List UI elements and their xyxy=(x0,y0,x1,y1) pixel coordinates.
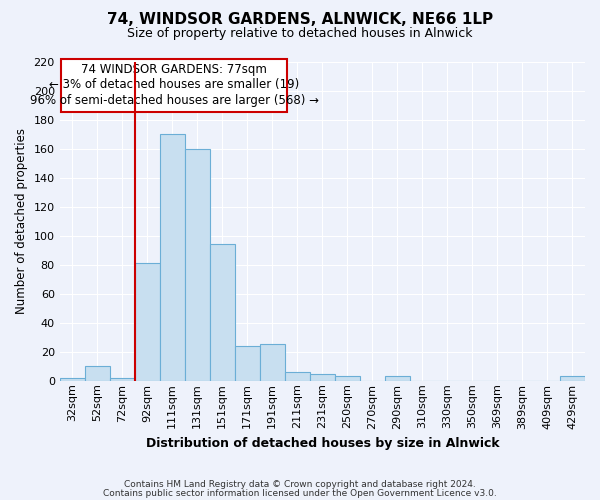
Text: Size of property relative to detached houses in Alnwick: Size of property relative to detached ho… xyxy=(127,28,473,40)
Text: 74, WINDSOR GARDENS, ALNWICK, NE66 1LP: 74, WINDSOR GARDENS, ALNWICK, NE66 1LP xyxy=(107,12,493,28)
Bar xyxy=(210,244,235,381)
Bar xyxy=(185,148,210,381)
Bar xyxy=(85,366,110,381)
Bar xyxy=(310,374,335,381)
Bar xyxy=(235,346,260,381)
Text: Contains public sector information licensed under the Open Government Licence v3: Contains public sector information licen… xyxy=(103,489,497,498)
Bar xyxy=(59,378,85,381)
Bar xyxy=(560,376,585,381)
Y-axis label: Number of detached properties: Number of detached properties xyxy=(15,128,28,314)
FancyBboxPatch shape xyxy=(61,58,287,112)
Text: Contains HM Land Registry data © Crown copyright and database right 2024.: Contains HM Land Registry data © Crown c… xyxy=(124,480,476,489)
Bar xyxy=(385,376,410,381)
Bar xyxy=(285,372,310,381)
Bar xyxy=(160,134,185,381)
Bar xyxy=(260,344,285,381)
Bar xyxy=(135,263,160,381)
X-axis label: Distribution of detached houses by size in Alnwick: Distribution of detached houses by size … xyxy=(146,437,499,450)
Text: ← 3% of detached houses are smaller (19): ← 3% of detached houses are smaller (19) xyxy=(49,78,299,92)
Text: 74 WINDSOR GARDENS: 77sqm: 74 WINDSOR GARDENS: 77sqm xyxy=(81,63,267,76)
Text: 96% of semi-detached houses are larger (568) →: 96% of semi-detached houses are larger (… xyxy=(29,94,319,106)
Bar xyxy=(110,378,135,381)
Bar xyxy=(335,376,360,381)
